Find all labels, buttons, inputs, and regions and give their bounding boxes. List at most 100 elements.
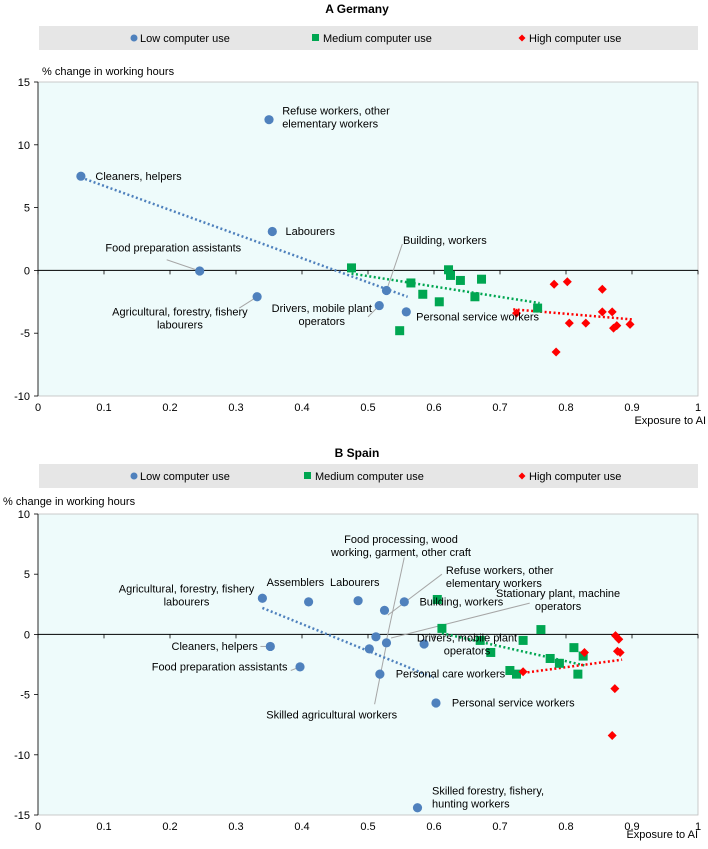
x-tick-label: 0.5 <box>360 821 375 833</box>
annotation-label: Agricultural, forestry, fishery labourers <box>119 583 255 608</box>
point-low <box>76 171 86 181</box>
y-tick-label: -15 <box>14 810 30 822</box>
x-tick-label: 1 <box>695 402 701 414</box>
point-low <box>375 669 385 679</box>
point-high <box>615 647 625 657</box>
annotation-line: Skilled agricultural workers <box>266 710 397 722</box>
point-low <box>267 226 277 237</box>
annotation-label: Cleaners, helpers <box>95 171 182 183</box>
y-tick-label: 5 <box>24 569 30 581</box>
point-medium <box>518 635 528 645</box>
annotation-line: working, garment, other craft <box>330 547 471 559</box>
x-tick-label: 0.8 <box>558 821 573 833</box>
y-tick-label: -10 <box>14 750 30 762</box>
y-tick-label: 5 <box>24 203 30 215</box>
point-low <box>399 597 409 607</box>
legend-label-medium: Medium computer use <box>323 33 432 45</box>
annotation-label: Refuse workers, other elementary workers <box>282 106 390 131</box>
legend-marker-medium <box>312 34 319 41</box>
legend-item-low: Low computer use <box>130 33 230 45</box>
point-low <box>264 115 274 125</box>
annotation-line: Labourers <box>286 226 336 238</box>
point-medium <box>533 303 543 313</box>
x-tick-label: 0.1 <box>96 402 111 414</box>
y-tick-label: 10 <box>18 509 30 521</box>
point-medium <box>573 669 583 679</box>
annotation-line: Stationary plant, machine <box>496 588 620 600</box>
annotation-leader-line <box>387 573 443 616</box>
point-low <box>371 632 381 642</box>
legend-marker-medium <box>304 472 311 479</box>
panel-title: A Germany <box>325 2 389 16</box>
trend-line-high <box>522 658 623 675</box>
annotation-line: Cleaners, helpers <box>95 171 182 183</box>
point-high <box>551 347 561 357</box>
point-high <box>597 307 607 317</box>
annotation-line: Cleaners, helpers <box>172 641 259 653</box>
annotation-label: Personal care workers <box>396 669 506 681</box>
y-tick-label: -10 <box>14 391 30 403</box>
point-high <box>581 318 591 328</box>
point-high <box>518 667 528 677</box>
point-medium <box>578 651 588 661</box>
point-low <box>304 597 314 607</box>
panel-title: B Spain <box>335 446 380 460</box>
annotation-line: Refuse workers, other <box>446 565 554 577</box>
y-tick-label: 15 <box>18 77 30 89</box>
point-low <box>257 593 267 603</box>
x-tick-label: 0.4 <box>294 402 309 414</box>
annotation-line: Food preparation assistants <box>152 662 288 674</box>
point-medium <box>477 274 487 284</box>
legend-label-high: High computer use <box>529 33 621 45</box>
point-medium <box>569 643 579 653</box>
y-tick-label: -5 <box>20 328 30 340</box>
annotation-line: Refuse workers, other <box>282 106 390 118</box>
x-tick-label: 0.9 <box>624 821 639 833</box>
x-tick-label: 0.6 <box>426 821 441 833</box>
point-medium <box>505 666 515 676</box>
annotation-label: Labourers <box>330 577 380 589</box>
x-tick-label: 0.3 <box>228 402 243 414</box>
annotation-label: Food preparation assistants <box>105 243 241 255</box>
legend-item-medium: Medium computer use <box>312 33 432 45</box>
point-low <box>401 307 411 317</box>
point-medium <box>486 647 496 657</box>
point-high <box>597 284 607 294</box>
x-tick-label: 0.9 <box>624 402 639 414</box>
trend-line-high <box>513 308 633 321</box>
point-high <box>610 684 620 694</box>
point-medium <box>554 658 564 668</box>
annotation-line: operators <box>535 601 582 613</box>
point-high <box>579 647 589 657</box>
annotation-line: Building, workers <box>419 597 503 609</box>
annotation-line: labourers <box>157 320 203 332</box>
annotation-label: Personal service workers <box>416 312 539 324</box>
point-high <box>607 307 617 317</box>
point-medium <box>536 625 546 635</box>
point-medium <box>418 289 428 299</box>
legend-item-high: High computer use <box>518 33 621 45</box>
point-medium <box>347 263 356 273</box>
annotation-label: Labourers <box>286 226 336 238</box>
point-high <box>625 319 635 329</box>
plot-area <box>37 513 699 816</box>
y-tick-label: 10 <box>18 140 30 152</box>
x-tick-label: 0.2 <box>162 402 177 414</box>
point-low <box>364 644 374 654</box>
legend-label-low: Low computer use <box>140 33 230 45</box>
annotation-label: Agricultural, forestry, fishery labourers <box>112 307 248 332</box>
annotation-line: hunting workers <box>432 799 510 811</box>
legend-item-high: High computer use <box>518 471 621 483</box>
annotation-line: labourers <box>164 596 210 608</box>
panel-spain: B Spain Low computer use Medium computer… <box>3 446 701 841</box>
annotation-line: Personal service workers <box>416 312 539 324</box>
y-tick-label: 0 <box>24 265 30 277</box>
legend-label-high: High computer use <box>529 471 621 483</box>
annotation-line: Drivers, mobile plant <box>272 303 372 315</box>
x-tick-label: 0.6 <box>426 402 441 414</box>
legend-box <box>39 26 698 50</box>
annotation-label: Cleaners, helpers <box>172 641 259 653</box>
point-high <box>564 318 574 328</box>
point-low <box>252 292 262 302</box>
annotation-line: elementary workers <box>446 578 542 590</box>
